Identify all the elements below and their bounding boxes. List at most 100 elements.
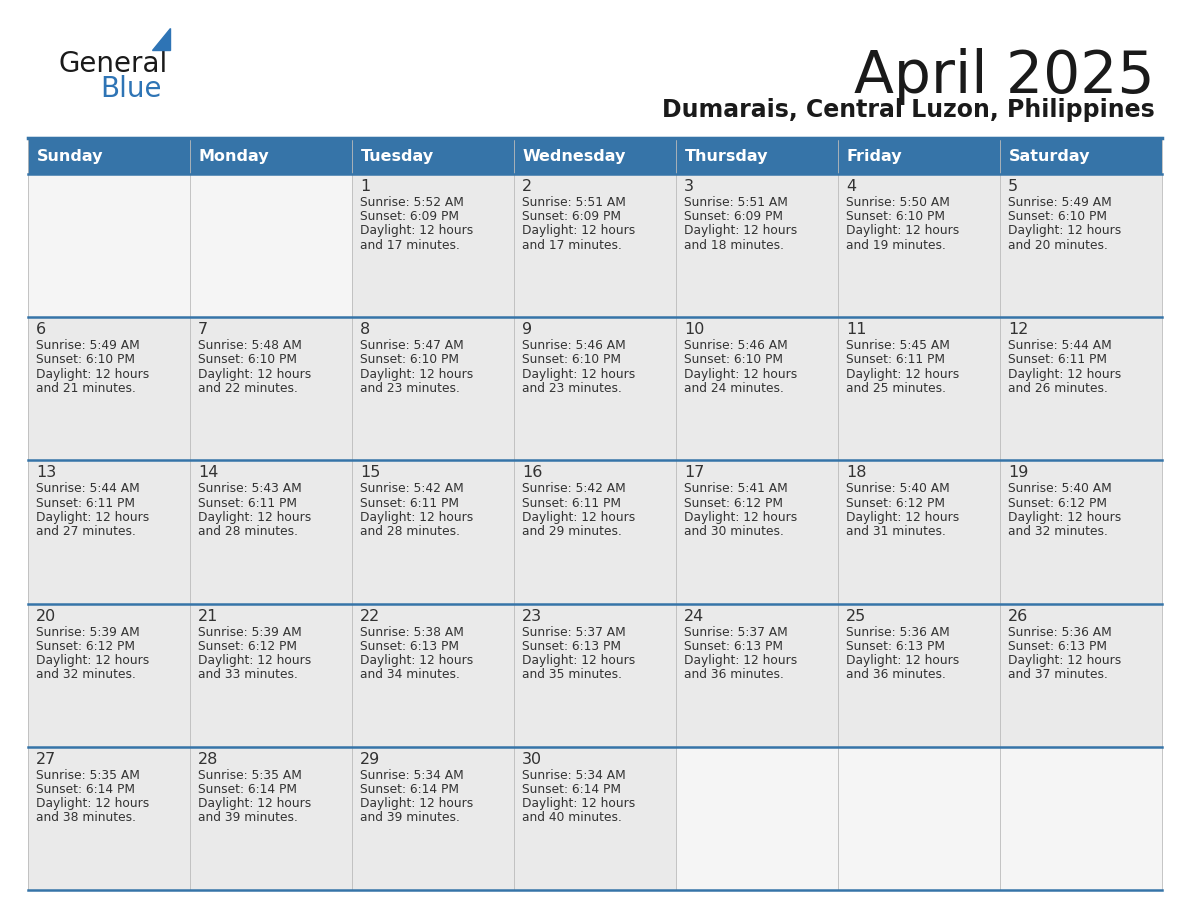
Bar: [29, 174, 190, 318]
Text: Sunrise: 5:36 AM: Sunrise: 5:36 AM: [1007, 625, 1112, 639]
Text: 19: 19: [1007, 465, 1029, 480]
Text: Sunset: 6:11 PM: Sunset: 6:11 PM: [198, 497, 297, 509]
Text: 12: 12: [1007, 322, 1029, 337]
Text: Sunrise: 5:37 AM: Sunrise: 5:37 AM: [684, 625, 788, 639]
Text: and 17 minutes.: and 17 minutes.: [522, 239, 621, 252]
Text: Daylight: 12 hours: Daylight: 12 hours: [1007, 654, 1121, 667]
Text: 7: 7: [198, 322, 208, 337]
Text: Sunrise: 5:49 AM: Sunrise: 5:49 AM: [1007, 196, 1112, 209]
Text: Daylight: 12 hours: Daylight: 12 hours: [198, 797, 311, 811]
Text: Sunset: 6:12 PM: Sunset: 6:12 PM: [36, 640, 135, 653]
Text: and 20 minutes.: and 20 minutes.: [1007, 239, 1108, 252]
Text: and 40 minutes.: and 40 minutes.: [522, 812, 621, 824]
Text: Sunset: 6:12 PM: Sunset: 6:12 PM: [846, 497, 944, 509]
Text: Daylight: 12 hours: Daylight: 12 hours: [522, 797, 636, 811]
Text: Sunset: 6:10 PM: Sunset: 6:10 PM: [360, 353, 459, 366]
Text: 10: 10: [684, 322, 704, 337]
Text: and 28 minutes.: and 28 minutes.: [198, 525, 298, 538]
Text: Sunday: Sunday: [37, 149, 103, 163]
Text: Sunset: 6:09 PM: Sunset: 6:09 PM: [360, 210, 459, 223]
Text: Sunrise: 5:34 AM: Sunrise: 5:34 AM: [522, 768, 626, 782]
Text: Daylight: 12 hours: Daylight: 12 hours: [198, 510, 311, 524]
Text: and 19 minutes.: and 19 minutes.: [846, 239, 946, 252]
Bar: [1000, 747, 1162, 890]
Text: 23: 23: [522, 609, 542, 623]
Text: Sunrise: 5:36 AM: Sunrise: 5:36 AM: [846, 625, 949, 639]
Text: and 37 minutes.: and 37 minutes.: [1007, 668, 1108, 681]
Text: Daylight: 12 hours: Daylight: 12 hours: [36, 510, 150, 524]
Text: and 30 minutes.: and 30 minutes.: [684, 525, 784, 538]
Text: Sunrise: 5:46 AM: Sunrise: 5:46 AM: [522, 339, 626, 353]
Bar: [1000, 604, 1162, 747]
Bar: [514, 461, 676, 604]
Bar: [190, 747, 352, 890]
Bar: [29, 138, 190, 174]
Text: Daylight: 12 hours: Daylight: 12 hours: [522, 654, 636, 667]
Text: and 35 minutes.: and 35 minutes.: [522, 668, 623, 681]
Text: Sunset: 6:09 PM: Sunset: 6:09 PM: [684, 210, 783, 223]
Text: Sunset: 6:13 PM: Sunset: 6:13 PM: [684, 640, 783, 653]
Text: 27: 27: [36, 752, 56, 767]
Bar: [1000, 318, 1162, 461]
Text: Sunset: 6:12 PM: Sunset: 6:12 PM: [1007, 497, 1107, 509]
Text: Sunset: 6:10 PM: Sunset: 6:10 PM: [36, 353, 135, 366]
Bar: [676, 747, 838, 890]
Text: Daylight: 12 hours: Daylight: 12 hours: [522, 224, 636, 238]
Bar: [1000, 138, 1162, 174]
Bar: [190, 461, 352, 604]
Text: 24: 24: [684, 609, 704, 623]
Bar: [676, 604, 838, 747]
Bar: [352, 174, 514, 318]
Text: 29: 29: [360, 752, 380, 767]
Text: and 38 minutes.: and 38 minutes.: [36, 812, 135, 824]
Bar: [29, 461, 190, 604]
Text: Sunrise: 5:43 AM: Sunrise: 5:43 AM: [198, 482, 302, 496]
Text: Daylight: 12 hours: Daylight: 12 hours: [198, 654, 311, 667]
Text: 14: 14: [198, 465, 219, 480]
Text: and 28 minutes.: and 28 minutes.: [360, 525, 460, 538]
Text: and 25 minutes.: and 25 minutes.: [846, 382, 946, 395]
Text: Sunset: 6:14 PM: Sunset: 6:14 PM: [198, 783, 297, 796]
Bar: [838, 747, 1000, 890]
Text: 16: 16: [522, 465, 543, 480]
Text: Sunset: 6:10 PM: Sunset: 6:10 PM: [522, 353, 621, 366]
Text: Daylight: 12 hours: Daylight: 12 hours: [846, 654, 959, 667]
Text: Daylight: 12 hours: Daylight: 12 hours: [846, 367, 959, 381]
Text: 15: 15: [360, 465, 380, 480]
Bar: [352, 747, 514, 890]
Text: 9: 9: [522, 322, 532, 337]
Text: April 2025: April 2025: [854, 48, 1155, 105]
Text: and 18 minutes.: and 18 minutes.: [684, 239, 784, 252]
Text: and 26 minutes.: and 26 minutes.: [1007, 382, 1108, 395]
Bar: [352, 318, 514, 461]
Text: and 36 minutes.: and 36 minutes.: [846, 668, 946, 681]
Text: 13: 13: [36, 465, 56, 480]
Text: Sunset: 6:11 PM: Sunset: 6:11 PM: [360, 497, 459, 509]
Text: Sunrise: 5:48 AM: Sunrise: 5:48 AM: [198, 339, 302, 353]
Text: Sunrise: 5:40 AM: Sunrise: 5:40 AM: [1007, 482, 1112, 496]
Text: Daylight: 12 hours: Daylight: 12 hours: [360, 797, 473, 811]
Text: Daylight: 12 hours: Daylight: 12 hours: [36, 797, 150, 811]
Bar: [676, 318, 838, 461]
Text: 6: 6: [36, 322, 46, 337]
Text: Daylight: 12 hours: Daylight: 12 hours: [360, 654, 473, 667]
Text: 17: 17: [684, 465, 704, 480]
Text: Sunset: 6:13 PM: Sunset: 6:13 PM: [846, 640, 944, 653]
Text: Sunrise: 5:40 AM: Sunrise: 5:40 AM: [846, 482, 949, 496]
Text: Daylight: 12 hours: Daylight: 12 hours: [1007, 510, 1121, 524]
Text: Sunrise: 5:52 AM: Sunrise: 5:52 AM: [360, 196, 463, 209]
Text: Sunrise: 5:34 AM: Sunrise: 5:34 AM: [360, 768, 463, 782]
Text: Daylight: 12 hours: Daylight: 12 hours: [522, 367, 636, 381]
Text: Sunrise: 5:45 AM: Sunrise: 5:45 AM: [846, 339, 950, 353]
Text: Sunset: 6:14 PM: Sunset: 6:14 PM: [360, 783, 459, 796]
Polygon shape: [152, 28, 170, 50]
Text: Daylight: 12 hours: Daylight: 12 hours: [522, 510, 636, 524]
Bar: [190, 174, 352, 318]
Text: Daylight: 12 hours: Daylight: 12 hours: [36, 654, 150, 667]
Text: 20: 20: [36, 609, 56, 623]
Text: and 24 minutes.: and 24 minutes.: [684, 382, 784, 395]
Text: Sunset: 6:12 PM: Sunset: 6:12 PM: [684, 497, 783, 509]
Text: and 22 minutes.: and 22 minutes.: [198, 382, 298, 395]
Text: Sunrise: 5:38 AM: Sunrise: 5:38 AM: [360, 625, 463, 639]
Text: Sunset: 6:13 PM: Sunset: 6:13 PM: [1007, 640, 1107, 653]
